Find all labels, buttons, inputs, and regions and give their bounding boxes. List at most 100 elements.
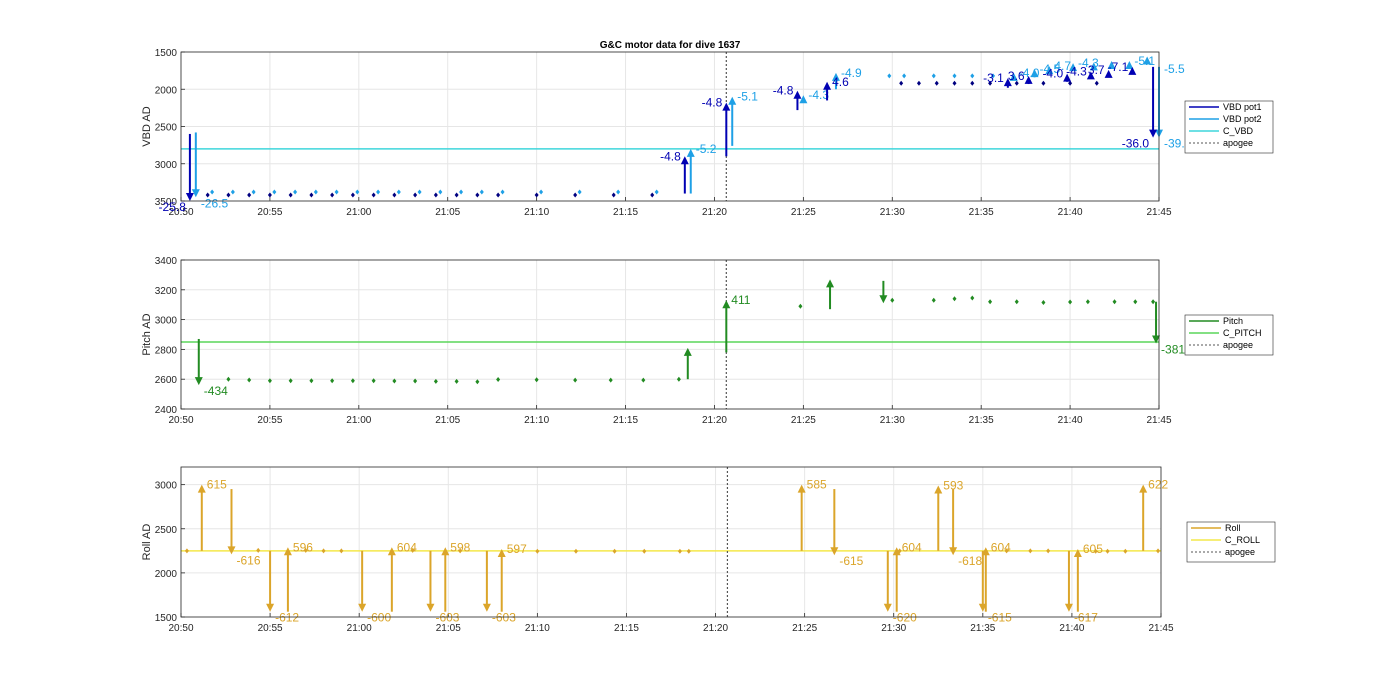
x-tick-label: 21:10 bbox=[524, 207, 549, 218]
pot1-point bbox=[205, 192, 210, 198]
x-tick-label: 21:40 bbox=[1059, 623, 1084, 634]
data-arrow-head bbox=[722, 300, 731, 309]
data-point bbox=[1046, 548, 1051, 554]
pot1-point bbox=[611, 192, 616, 198]
data-arrow-label: 604 bbox=[902, 540, 922, 554]
pot1-point bbox=[899, 80, 904, 86]
pot2-arrow-head bbox=[191, 189, 200, 198]
data-point bbox=[931, 297, 936, 303]
x-tick-label: 21:40 bbox=[1058, 415, 1083, 426]
pot1-point bbox=[988, 80, 993, 86]
data-arrow-head bbox=[283, 547, 292, 556]
pot1-point bbox=[350, 192, 355, 198]
legend-label: VBD pot2 bbox=[1223, 114, 1262, 124]
data-arrow-label: 593 bbox=[943, 479, 963, 493]
pot1-point bbox=[1068, 80, 1073, 86]
data-arrow-label: -615 bbox=[988, 611, 1012, 625]
pot2-point bbox=[970, 73, 975, 79]
pot2-arrow-head bbox=[831, 72, 840, 81]
data-arrow-head bbox=[194, 377, 203, 386]
data-point bbox=[350, 378, 355, 384]
pot2-arrow-head bbox=[1069, 63, 1078, 72]
data-arrow-label: -615 bbox=[839, 554, 863, 568]
x-tick-label: 20:50 bbox=[168, 415, 193, 426]
data-point bbox=[1041, 299, 1046, 305]
data-arrow-label: 585 bbox=[807, 478, 827, 492]
x-tick-label: 20:55 bbox=[257, 415, 282, 426]
pot1-point bbox=[934, 80, 939, 86]
y-tick-label: 2500 bbox=[155, 525, 178, 536]
data-arrow-head bbox=[1073, 549, 1082, 558]
pot1-point bbox=[1014, 80, 1019, 86]
pot2-point bbox=[376, 189, 381, 195]
x-tick-label: 21:15 bbox=[613, 207, 638, 218]
data-arrow-head bbox=[197, 484, 206, 493]
data-arrow-label: -381 bbox=[1161, 342, 1185, 356]
legend-label: apogee bbox=[1223, 138, 1253, 148]
pot2-arrow-head bbox=[799, 95, 808, 104]
data-point bbox=[226, 376, 231, 382]
x-tick-label: 21:05 bbox=[435, 415, 460, 426]
pot1-arrow-head bbox=[680, 156, 689, 165]
x-tick-label: 21:15 bbox=[613, 415, 638, 426]
x-tick-label: 21:10 bbox=[525, 623, 550, 634]
y-tick-label: 2000 bbox=[155, 85, 178, 96]
pot1-arrow-head bbox=[1063, 73, 1072, 82]
pot2-point bbox=[459, 189, 464, 195]
pot1-arrow-head bbox=[793, 90, 802, 99]
pot1-point bbox=[475, 192, 480, 198]
data-point bbox=[1085, 299, 1090, 305]
pot2-point bbox=[355, 189, 360, 195]
data-point bbox=[573, 548, 578, 554]
x-tick-label: 21:10 bbox=[524, 415, 549, 426]
data-point bbox=[988, 299, 993, 305]
pot1-arrow-head bbox=[1003, 78, 1012, 87]
data-arrow-head bbox=[981, 547, 990, 556]
data-point bbox=[321, 548, 326, 554]
data-arrow-head bbox=[879, 295, 888, 304]
x-tick-label: 21:25 bbox=[791, 415, 816, 426]
pot1-arrow-head bbox=[185, 193, 194, 201]
x-tick-label: 21:20 bbox=[702, 207, 727, 218]
pot1-arrow-label: -36.0 bbox=[1122, 137, 1150, 151]
data-point bbox=[339, 548, 344, 554]
pot2-arrow-head bbox=[686, 148, 695, 157]
pot1-point bbox=[454, 192, 459, 198]
pot2-point bbox=[479, 189, 484, 195]
data-point bbox=[454, 378, 459, 384]
data-point bbox=[184, 548, 189, 554]
pot2-arrow-head bbox=[1009, 72, 1018, 81]
legend-label: apogee bbox=[1225, 547, 1255, 557]
pot2-point bbox=[902, 73, 907, 79]
data-point bbox=[413, 378, 418, 384]
legend-label: C_PITCH bbox=[1223, 328, 1262, 338]
pot1-point bbox=[1094, 80, 1099, 86]
pot2-point bbox=[251, 189, 256, 195]
pot2-arrow-label: -4.3 bbox=[808, 88, 829, 102]
pot2-point bbox=[293, 189, 298, 195]
pot2-arrow-head bbox=[1089, 62, 1098, 71]
data-point bbox=[1093, 548, 1098, 554]
pot2-point bbox=[272, 189, 277, 195]
data-arrow-head bbox=[1152, 335, 1161, 344]
pot1-point bbox=[288, 192, 293, 198]
data-point bbox=[1028, 548, 1033, 554]
y-tick-label: 2400 bbox=[155, 405, 178, 416]
data-point bbox=[392, 378, 397, 384]
x-tick-label: 21:35 bbox=[969, 207, 994, 218]
x-tick-label: 21:15 bbox=[614, 623, 639, 634]
legend-label: C_VBD bbox=[1223, 126, 1254, 136]
data-arrow-head bbox=[797, 484, 806, 493]
pot1-point bbox=[433, 192, 438, 198]
pot1-arrow-label: -25.8 bbox=[159, 200, 187, 214]
data-arrow-label: -617 bbox=[1074, 611, 1098, 625]
vbd-panel: 20:50 20:55 21:00 21:05 21:10 21:15 21:20 21:25… bbox=[141, 48, 1274, 218]
y-tick-label: 3500 bbox=[155, 197, 178, 208]
x-tick-label: 21:20 bbox=[703, 623, 728, 634]
pot2-arrow-head bbox=[1030, 69, 1039, 78]
x-tick-label: 21:35 bbox=[969, 415, 994, 426]
pot2-arrow-label: -39. bbox=[1164, 137, 1185, 151]
axes-frame bbox=[180, 259, 1160, 410]
pot1-point bbox=[496, 192, 501, 198]
legend-box bbox=[1184, 100, 1274, 154]
